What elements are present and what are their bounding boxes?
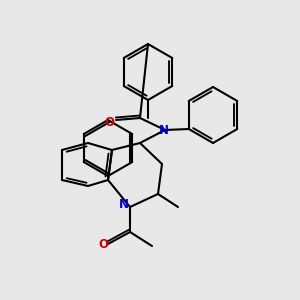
Text: O: O (104, 116, 114, 128)
Text: N: N (159, 124, 169, 137)
Text: N: N (119, 199, 129, 212)
Text: O: O (98, 238, 108, 251)
